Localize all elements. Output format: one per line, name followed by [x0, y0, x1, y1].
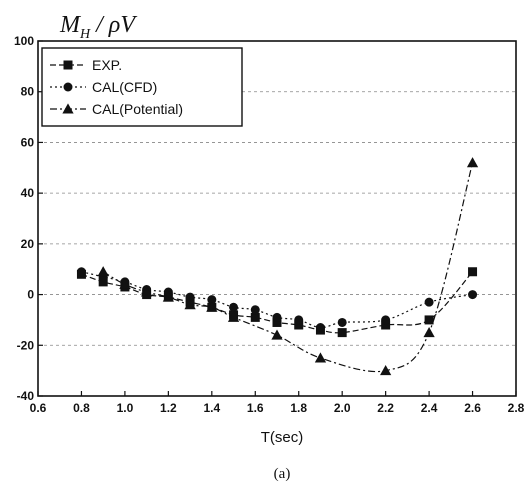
x-tick-label: 2.8: [508, 401, 525, 415]
y-label-rest: / ρV: [90, 12, 137, 38]
data-point-circle: [250, 305, 260, 315]
x-tick-label: 2.0: [334, 401, 351, 415]
series-triangle: [97, 157, 479, 376]
legend-marker-triangle: [62, 103, 74, 114]
x-tick-label: 0.8: [73, 401, 90, 415]
data-point-square: [98, 277, 108, 287]
data-point-square: [250, 312, 260, 322]
data-point-circle: [272, 312, 282, 322]
legend-label: CAL(Potential): [92, 101, 183, 117]
figure-caption: (a): [274, 466, 291, 482]
data-point-triangle: [271, 329, 283, 340]
legend-label: CAL(CFD): [92, 79, 157, 95]
data-point-triangle: [206, 301, 218, 312]
data-point-square: [468, 267, 478, 277]
data-point-circle: [315, 323, 325, 333]
legend-entry: EXP.: [50, 57, 122, 73]
data-point-circle: [76, 267, 86, 277]
y-tick-label: 20: [21, 237, 35, 251]
y-tick-label: -40: [17, 389, 35, 403]
y-tick-label: 40: [21, 186, 35, 200]
y-label-sub: H: [79, 27, 91, 42]
legend-marker-circle: [63, 82, 73, 92]
x-tick-label: 2.2: [377, 401, 394, 415]
data-point-triangle: [184, 299, 196, 310]
data-point-circle: [337, 317, 347, 327]
data-point-triangle: [423, 326, 435, 338]
data-point-square: [337, 328, 347, 338]
data-point-circle: [229, 302, 239, 312]
data-point-triangle: [119, 278, 131, 289]
series-line: [81, 271, 473, 329]
data-point-circle: [424, 297, 434, 307]
data-point-triangle: [380, 365, 392, 376]
data-point-triangle: [141, 286, 153, 297]
y-tick-label: 60: [21, 135, 35, 149]
x-tick-label: 1.8: [290, 401, 307, 415]
x-axis-label: T(sec): [261, 429, 304, 446]
data-point-circle: [468, 290, 478, 300]
ticks: 0.6 0.8 1.0 1.2 1.4 1.6 1.8 2.0 2.2 2.4 2.6 2.8 -40 -…: [14, 34, 525, 415]
x-tick-label: 0.6: [30, 401, 47, 415]
y-tick-label: 0: [27, 288, 34, 302]
legend-entry: CAL(Potential): [50, 101, 183, 117]
data-point-triangle: [466, 157, 479, 168]
x-tick-label: 1.2: [160, 401, 177, 415]
data-point-triangle: [162, 291, 174, 302]
data-point-square: [272, 317, 282, 327]
x-tick-label: 1.4: [203, 401, 220, 415]
data-point-circle: [185, 292, 195, 302]
x-tick-label: 1.0: [117, 401, 134, 415]
data-point-triangle: [97, 266, 109, 277]
y-tick-label: 100: [14, 34, 34, 48]
data-point-square: [381, 320, 391, 330]
data-point-triangle: [314, 352, 327, 363]
data-point-square: [424, 315, 434, 325]
legend-label: EXP.: [92, 57, 122, 73]
y-axis-label: MH / ρV: [59, 12, 137, 42]
legend: EXP. CAL(CFD) CAL(Potential): [41, 47, 243, 127]
data-point-circle: [207, 295, 217, 305]
data-point-triangle: [227, 311, 240, 322]
data-point-circle: [381, 315, 391, 325]
x-tick-label: 2.4: [421, 401, 438, 415]
y-tick-label: -20: [17, 338, 35, 352]
data-point-square: [294, 320, 304, 330]
plot-frame: [37, 40, 517, 397]
x-tick-label: 2.6: [464, 401, 481, 415]
x-tick-label: 1.6: [247, 401, 264, 415]
data-point-circle: [294, 315, 304, 325]
y-label-main: M: [59, 12, 82, 38]
series-layer: [76, 157, 479, 376]
y-tick-label: 80: [21, 85, 35, 99]
legend-marker-square: [63, 60, 73, 70]
series-line: [81, 271, 473, 334]
legend-entry: CAL(CFD): [50, 79, 157, 95]
